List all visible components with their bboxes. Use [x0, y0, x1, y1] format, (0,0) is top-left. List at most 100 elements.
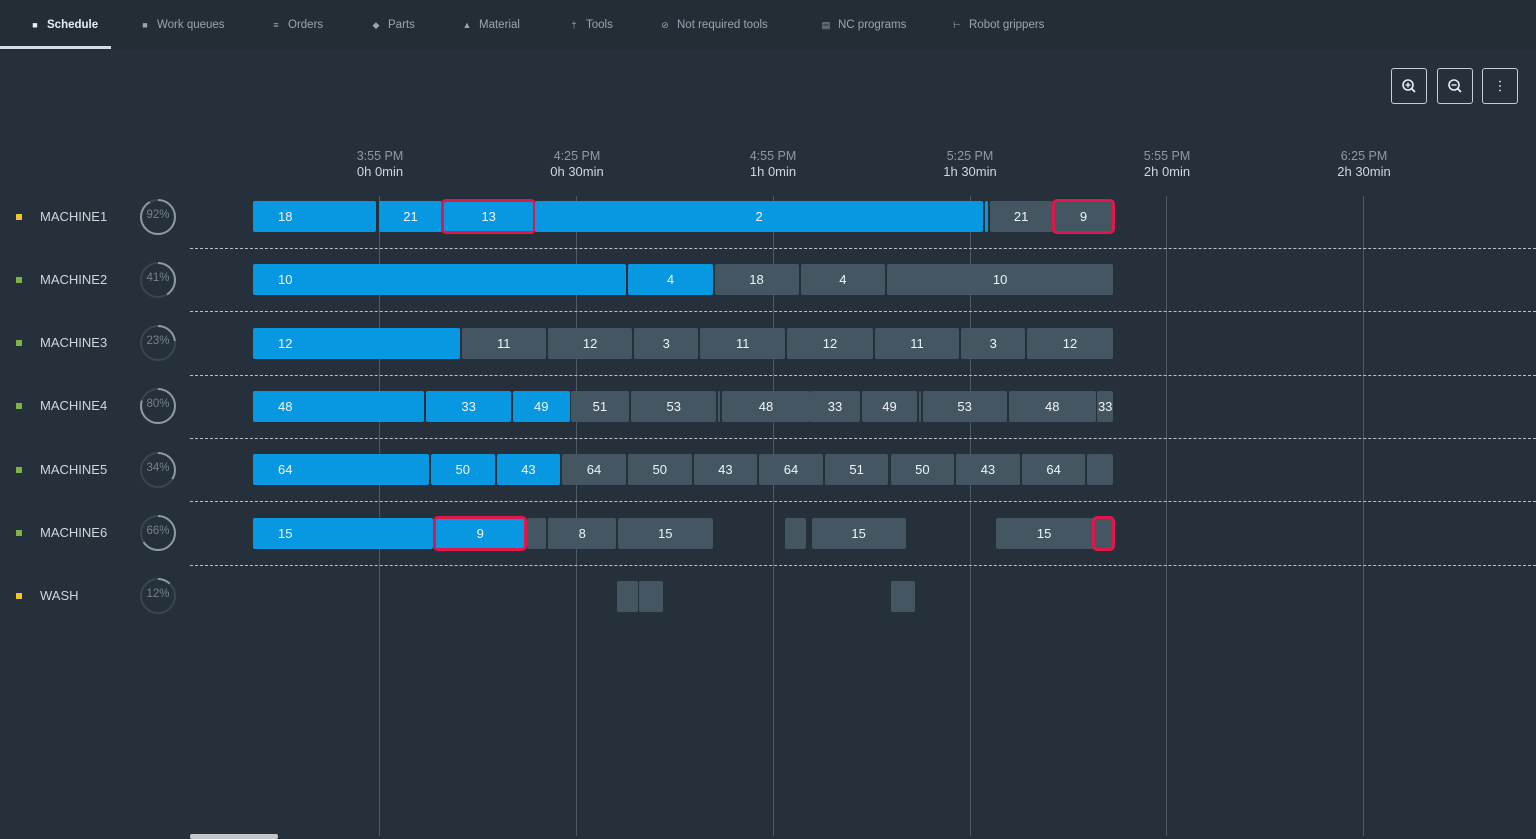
job-block[interactable]: 2 [535, 201, 983, 232]
machine-name[interactable]: MACHINE6 [40, 525, 108, 540]
machine-name[interactable]: MACHINE3 [40, 335, 108, 351]
job-block[interactable]: 53 [631, 390, 717, 422]
job-block[interactable]: 15 [995, 517, 1093, 549]
time-tick: 4:25 PM 0h 30min [550, 149, 604, 179]
more-options-button[interactable] [1482, 68, 1518, 104]
time-gridline [1363, 196, 1364, 836]
job-block[interactable]: 21 [989, 201, 1053, 232]
job-block[interactable]: 12 [787, 327, 873, 359]
machine-status-marker [16, 466, 22, 473]
job-block[interactable]: 11 [874, 327, 960, 359]
job-block[interactable]: 15 [811, 517, 906, 549]
job-block[interactable] [890, 580, 916, 612]
job-block[interactable]: 10 [253, 264, 626, 296]
job-block[interactable] [527, 517, 547, 549]
job-block[interactable]: 64 [759, 454, 823, 486]
job-label: 48 [278, 398, 293, 414]
tab-orders[interactable]: ≡ Orders [271, 0, 323, 50]
job-block[interactable]: 18 [714, 264, 799, 296]
horizontal-scrollbar-thumb[interactable] [190, 834, 278, 839]
job-block[interactable] [717, 390, 720, 422]
job-block[interactable]: 3 [961, 327, 1026, 359]
job-block[interactable] [639, 580, 664, 612]
job-block[interactable] [785, 517, 806, 549]
job-block[interactable]: 18 [253, 201, 377, 232]
job-label: 3 [989, 335, 997, 351]
job-block[interactable]: 21 [379, 201, 442, 232]
job-block[interactable]: 49 [861, 390, 918, 422]
tab-schedule[interactable]: ■ Schedule [30, 0, 98, 50]
row-separator [190, 437, 1536, 439]
tab-parts[interactable]: ◆ Parts [372, 19, 415, 31]
job-block[interactable]: 12 [547, 327, 633, 359]
job-label: 50 [652, 462, 667, 478]
row-separator [190, 564, 1536, 566]
row-separator [190, 374, 1536, 376]
job-block-flagged[interactable]: 9 [432, 515, 528, 551]
job-block[interactable]: 64 [562, 454, 626, 486]
job-block[interactable]: 51 [570, 390, 630, 422]
job-block[interactable]: 33 [810, 390, 860, 422]
part-icon: ◆ [372, 19, 380, 30]
job-block[interactable]: 8 [548, 517, 616, 549]
job-block[interactable] [1087, 454, 1113, 486]
job-block[interactable]: 50 [627, 454, 692, 486]
job-block[interactable]: 43 [496, 454, 561, 486]
tab-work-queues[interactable]: ■ Work queues [140, 0, 224, 50]
machine-name[interactable]: MACHINE1 [40, 208, 108, 224]
job-block[interactable]: 11 [700, 327, 786, 359]
job-block[interactable]: 33 [426, 390, 511, 422]
job-block[interactable]: 64 [1021, 454, 1086, 486]
job-block[interactable]: 12 [253, 327, 460, 359]
job-block[interactable] [918, 390, 921, 422]
utilization-gauge: 12% [138, 576, 178, 616]
job-block[interactable]: 48 [1008, 390, 1096, 422]
tab-robot-grippers[interactable]: ⊢ Robot grippers [953, 19, 1045, 31]
zoom-out-button[interactable] [1437, 68, 1473, 104]
job-block[interactable]: 15 [618, 517, 713, 549]
machine-name[interactable]: MACHINE2 [40, 271, 108, 287]
job-block[interactable]: 11 [461, 327, 546, 359]
time-tick: 5:25 PM 1h 30min [943, 149, 997, 179]
utilization-gauge: 23% [138, 323, 178, 363]
job-label: 12 [822, 335, 838, 351]
job-block-flagged[interactable]: 9 [1051, 199, 1115, 234]
job-block[interactable]: 4 [800, 264, 886, 296]
job-block[interactable]: 53 [922, 390, 1007, 422]
job-block[interactable]: 49 [513, 390, 570, 422]
job-label: 21 [403, 209, 418, 224]
job-block[interactable]: 4 [627, 264, 714, 296]
job-block[interactable]: 51 [824, 454, 889, 486]
job-block[interactable] [617, 580, 638, 612]
tab-nc-programs[interactable]: ▤ NC programs [821, 19, 907, 31]
job-block[interactable]: 33 [1097, 390, 1114, 422]
job-block[interactable]: 48 [721, 390, 811, 422]
job-block[interactable]: 12 [1027, 327, 1113, 359]
queue-icon: ■ [142, 20, 148, 30]
job-block[interactable]: 15 [253, 517, 433, 549]
job-block[interactable]: 48 [253, 390, 425, 422]
job-block[interactable]: 50 [430, 454, 495, 486]
row-separator [190, 248, 1536, 249]
job-block[interactable]: 3 [634, 327, 699, 359]
job-block[interactable]: 64 [253, 454, 429, 486]
machine-name[interactable]: WASH [40, 588, 79, 604]
machine-name[interactable]: MACHINE5 [40, 461, 108, 477]
job-block-flagged[interactable] [1092, 515, 1115, 551]
job-block[interactable]: 43 [693, 454, 758, 486]
job-block[interactable]: 50 [890, 454, 955, 486]
job-block[interactable] [985, 201, 988, 232]
tab-not-required-tools[interactable]: ⊘ Not required tools [661, 19, 768, 31]
job-block-flagged[interactable]: 13 [441, 199, 536, 234]
program-icon: ▤ [821, 19, 831, 30]
tab-material[interactable]: ▲ Material [462, 19, 520, 31]
job-block[interactable]: 10 [887, 264, 1113, 296]
tab-tools[interactable]: † Tools [569, 0, 612, 50]
job-label: 51 [592, 398, 608, 414]
machine-name[interactable]: MACHINE4 [40, 398, 108, 414]
time-tick: 4:55 PM 1h 0min [749, 149, 797, 179]
machine-status-marker [16, 593, 22, 600]
time-gridline [773, 196, 774, 836]
job-block[interactable]: 43 [956, 454, 1020, 486]
zoom-in-button[interactable] [1391, 68, 1427, 104]
